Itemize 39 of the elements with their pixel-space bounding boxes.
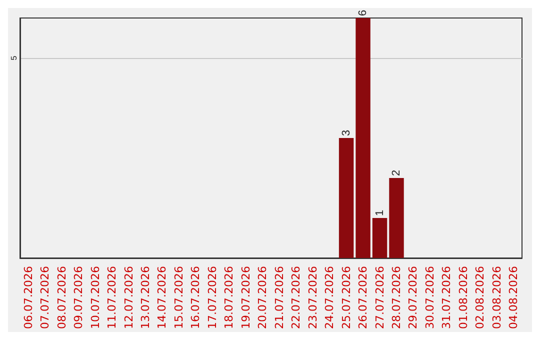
- bar: [389, 178, 404, 258]
- x-tick-label: 31.07.2026: [440, 266, 454, 330]
- x-tick-label: 09.07.2026: [72, 266, 86, 330]
- data-label: 3: [340, 130, 352, 136]
- x-tick-label: 29.07.2026: [406, 266, 420, 330]
- x-tick-label: 13.07.2026: [139, 266, 152, 330]
- x-tick-label: 15.07.2026: [172, 266, 186, 330]
- x-tick-label: 17.07.2026: [206, 266, 219, 330]
- x-tick-label: 06.07.2026: [22, 266, 35, 330]
- x-tick-label: 21.07.2026: [272, 266, 286, 330]
- data-label: 2: [390, 170, 402, 176]
- x-tick-label: 03.08.2026: [490, 266, 504, 330]
- y-tick-label: 5: [10, 55, 18, 60]
- x-tick-label: 22.07.2026: [290, 266, 303, 330]
- x-tick-label: 24.07.2026: [323, 266, 336, 330]
- data-label: 1: [374, 210, 386, 216]
- data-label: 6: [357, 10, 370, 16]
- x-tick-label: 18.07.2026: [222, 266, 236, 330]
- x-tick-label: 20.07.2026: [256, 266, 270, 330]
- x-tick-label: 07.07.2026: [38, 266, 52, 330]
- x-tick-label: 14.07.2026: [156, 266, 169, 330]
- x-tick-label: 16.07.2026: [189, 266, 202, 330]
- x-tick-label: 19.07.2026: [239, 266, 252, 330]
- x-tick-label: 26.07.2026: [356, 266, 370, 330]
- x-tick-label: 23.07.2026: [306, 266, 320, 330]
- x-tick-label: 27.07.2026: [373, 266, 386, 330]
- bar: [372, 218, 388, 258]
- x-tick-label: 02.08.2026: [474, 266, 487, 330]
- x-tick-label: 11.07.2026: [106, 266, 119, 330]
- x-tick-label: 28.07.2026: [390, 266, 403, 330]
- x-tick-label: 10.07.2026: [88, 266, 102, 330]
- x-tick-label: 01.08.2026: [456, 266, 470, 330]
- bar: [338, 138, 354, 258]
- x-tick-label: 30.07.2026: [423, 266, 436, 330]
- x-tick-label: 04.08.2026: [507, 266, 520, 330]
- x-tick-label: 08.07.2026: [55, 266, 68, 330]
- bar: [356, 18, 370, 258]
- x-tick-label: 25.07.2026: [340, 266, 353, 330]
- x-tick-label: 12.07.2026: [122, 266, 136, 330]
